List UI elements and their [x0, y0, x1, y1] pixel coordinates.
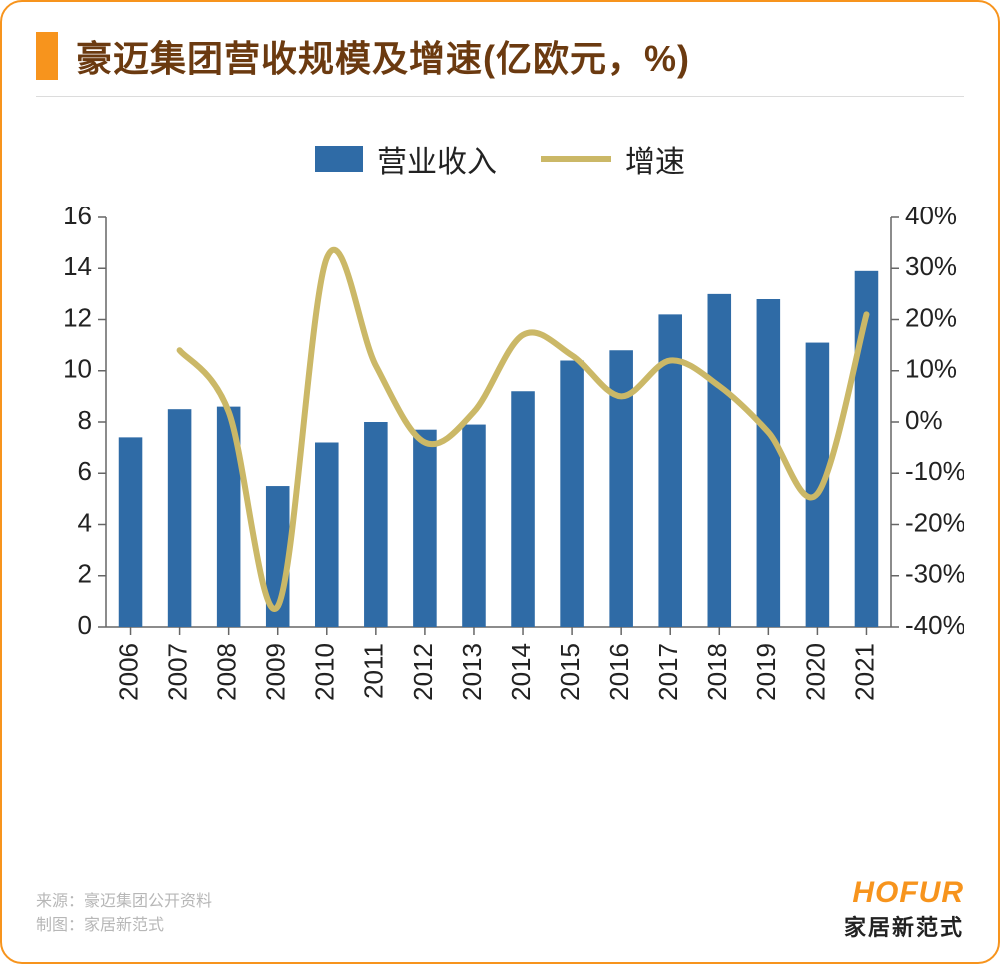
y-left-tick-label: 6	[78, 456, 92, 486]
y-left-tick-label: 16	[63, 207, 92, 230]
y-right-tick-label: -40%	[905, 610, 964, 640]
x-tick-label: 2014	[506, 643, 536, 701]
x-tick-label: 2015	[555, 643, 585, 701]
x-tick-label: 2009	[261, 643, 291, 701]
bar	[511, 391, 535, 627]
x-tick-label: 2017	[653, 643, 683, 701]
footer-maker-value: 家居新范式	[84, 917, 164, 934]
footer: 来源：豪迈集团公开资料 制图：家居新范式	[36, 890, 212, 938]
bar	[708, 294, 732, 627]
y-right-tick-label: 10%	[905, 354, 957, 384]
footer-maker: 制图：家居新范式	[36, 914, 212, 938]
footer-source: 来源：豪迈集团公开资料	[36, 890, 212, 914]
chart-area: 0 2 4 6 8 10 12 14 16 -40% -30% -20% -10% 0% 10% 20% 30%…	[36, 207, 964, 787]
bar	[757, 299, 781, 627]
footer-source-value: 豪迈集团公开资料	[84, 893, 212, 910]
y-right-tick-label: -10%	[905, 456, 964, 486]
title-row: 豪迈集团营收规模及增速(亿欧元，%)	[36, 30, 964, 82]
title-accent-bar	[36, 32, 58, 80]
x-tick-label: 2016	[604, 643, 634, 701]
legend-item-bar: 营业收入	[315, 137, 497, 181]
bar	[560, 361, 584, 628]
brand-sub: 家居新范式	[844, 910, 964, 942]
x-tick-label: 2018	[702, 643, 732, 701]
bar	[364, 422, 388, 627]
x-tick-label: 2021	[849, 643, 879, 701]
legend-line-label: 增速	[625, 137, 685, 181]
chart-svg: 0 2 4 6 8 10 12 14 16 -40% -30% -20% -10% 0% 10% 20% 30%…	[36, 207, 964, 787]
legend-line-swatch	[541, 156, 611, 162]
bar	[315, 443, 339, 628]
legend-bar-label: 营业收入	[377, 137, 497, 181]
x-tick-label: 2006	[113, 643, 143, 701]
x-tick-label: 2019	[751, 643, 781, 701]
y-right-tick-label: -30%	[905, 559, 964, 589]
y-left-tick-label: 4	[78, 507, 92, 537]
legend: 营业收入 增速	[36, 137, 964, 181]
footer-source-label: 来源：	[36, 893, 84, 910]
y-left-tick-label: 8	[78, 405, 92, 435]
bar	[119, 437, 143, 627]
brand-logo: HOFUR	[844, 876, 964, 910]
x-tick-label: 2012	[408, 643, 438, 701]
y-right-tick-label: -20%	[905, 507, 964, 537]
x-tick-label: 2007	[162, 643, 192, 701]
y-left-tick-label: 0	[78, 610, 92, 640]
x-tick-label: 2011	[359, 643, 389, 699]
bar	[462, 425, 486, 627]
x-tick-label: 2008	[212, 643, 242, 701]
y-right-tick-label: 30%	[905, 251, 957, 281]
y-left-tick-label: 2	[78, 559, 92, 589]
legend-bar-swatch	[315, 146, 363, 172]
y-right-tick-label: 40%	[905, 207, 957, 230]
y-left-tick-label: 14	[63, 251, 92, 281]
x-tick-label: 2013	[457, 643, 487, 701]
y-left-tick-label: 10	[63, 354, 92, 384]
brand-block: HOFUR 家居新范式	[844, 876, 964, 942]
x-tick-label: 2010	[310, 643, 340, 701]
bar	[413, 430, 437, 627]
footer-maker-label: 制图：	[36, 917, 84, 934]
title-underline	[36, 96, 964, 97]
y-right-tick-label: 0%	[905, 405, 943, 435]
y-right-tick-label: 20%	[905, 302, 957, 332]
legend-item-line: 增速	[541, 137, 685, 181]
chart-title: 豪迈集团营收规模及增速(亿欧元，%)	[76, 30, 690, 82]
chart-card: 豪迈集团营收规模及增速(亿欧元，%) 营业收入 增速 0 2 4 6 8 10 12 14 16…	[0, 0, 1000, 964]
bar	[168, 409, 192, 627]
x-tick-label: 2020	[800, 643, 830, 701]
y-left-tick-label: 12	[63, 302, 92, 332]
